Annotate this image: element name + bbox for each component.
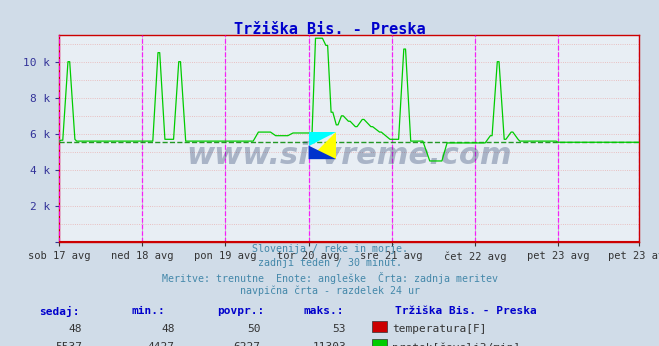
Text: Tržiška Bis. - Preska: Tržiška Bis. - Preska <box>234 22 425 37</box>
Polygon shape <box>308 132 336 159</box>
Polygon shape <box>308 146 336 159</box>
Polygon shape <box>308 132 336 146</box>
Text: povpr.:: povpr.: <box>217 306 265 316</box>
Text: temperatura[F]: temperatura[F] <box>392 324 486 334</box>
Text: 48: 48 <box>161 324 175 334</box>
Text: 6227: 6227 <box>233 342 260 346</box>
Text: 50: 50 <box>247 324 260 334</box>
Text: 11303: 11303 <box>312 342 346 346</box>
Text: 53: 53 <box>333 324 346 334</box>
Text: sedaj:: sedaj: <box>40 306 80 317</box>
Text: 5537: 5537 <box>55 342 82 346</box>
Text: min.:: min.: <box>132 306 165 316</box>
Text: Slovenija / reke in morje.: Slovenija / reke in morje. <box>252 244 407 254</box>
Text: Tržiška Bis. - Preska: Tržiška Bis. - Preska <box>395 306 537 316</box>
Text: www.si-vreme.com: www.si-vreme.com <box>186 140 512 170</box>
Text: 4427: 4427 <box>148 342 175 346</box>
Text: pretok[čevelj3/min]: pretok[čevelj3/min] <box>392 342 521 346</box>
Text: Meritve: trenutne  Enote: angleške  Črta: zadnja meritev: Meritve: trenutne Enote: angleške Črta: … <box>161 272 498 284</box>
Text: maks.:: maks.: <box>303 306 343 316</box>
Text: navpična črta - razdelek 24 ur: navpična črta - razdelek 24 ur <box>239 285 420 296</box>
Text: zadnji teden / 30 minut.: zadnji teden / 30 minut. <box>258 258 401 268</box>
Text: 48: 48 <box>69 324 82 334</box>
